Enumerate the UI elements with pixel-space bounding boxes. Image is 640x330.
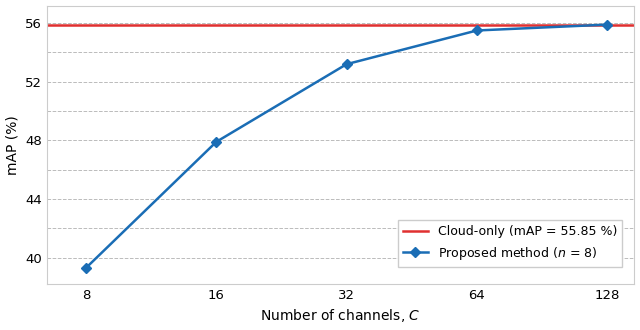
Legend: Cloud-only (mAP = 55.85 %), Proposed method ($n$ = 8): Cloud-only (mAP = 55.85 %), Proposed met…: [398, 220, 622, 267]
Proposed method ($n$ = 8): [82, 266, 90, 270]
Proposed method ($n$ = 8): [212, 140, 220, 144]
Proposed method ($n$ = 8): [473, 28, 481, 32]
X-axis label: Number of channels, $C$: Number of channels, $C$: [260, 308, 421, 324]
Proposed method ($n$ = 8): [604, 23, 611, 27]
Y-axis label: mAP (%): mAP (%): [6, 115, 20, 175]
Proposed method ($n$ = 8): [343, 62, 351, 66]
Line: Proposed method ($n$ = 8): Proposed method ($n$ = 8): [83, 21, 611, 271]
